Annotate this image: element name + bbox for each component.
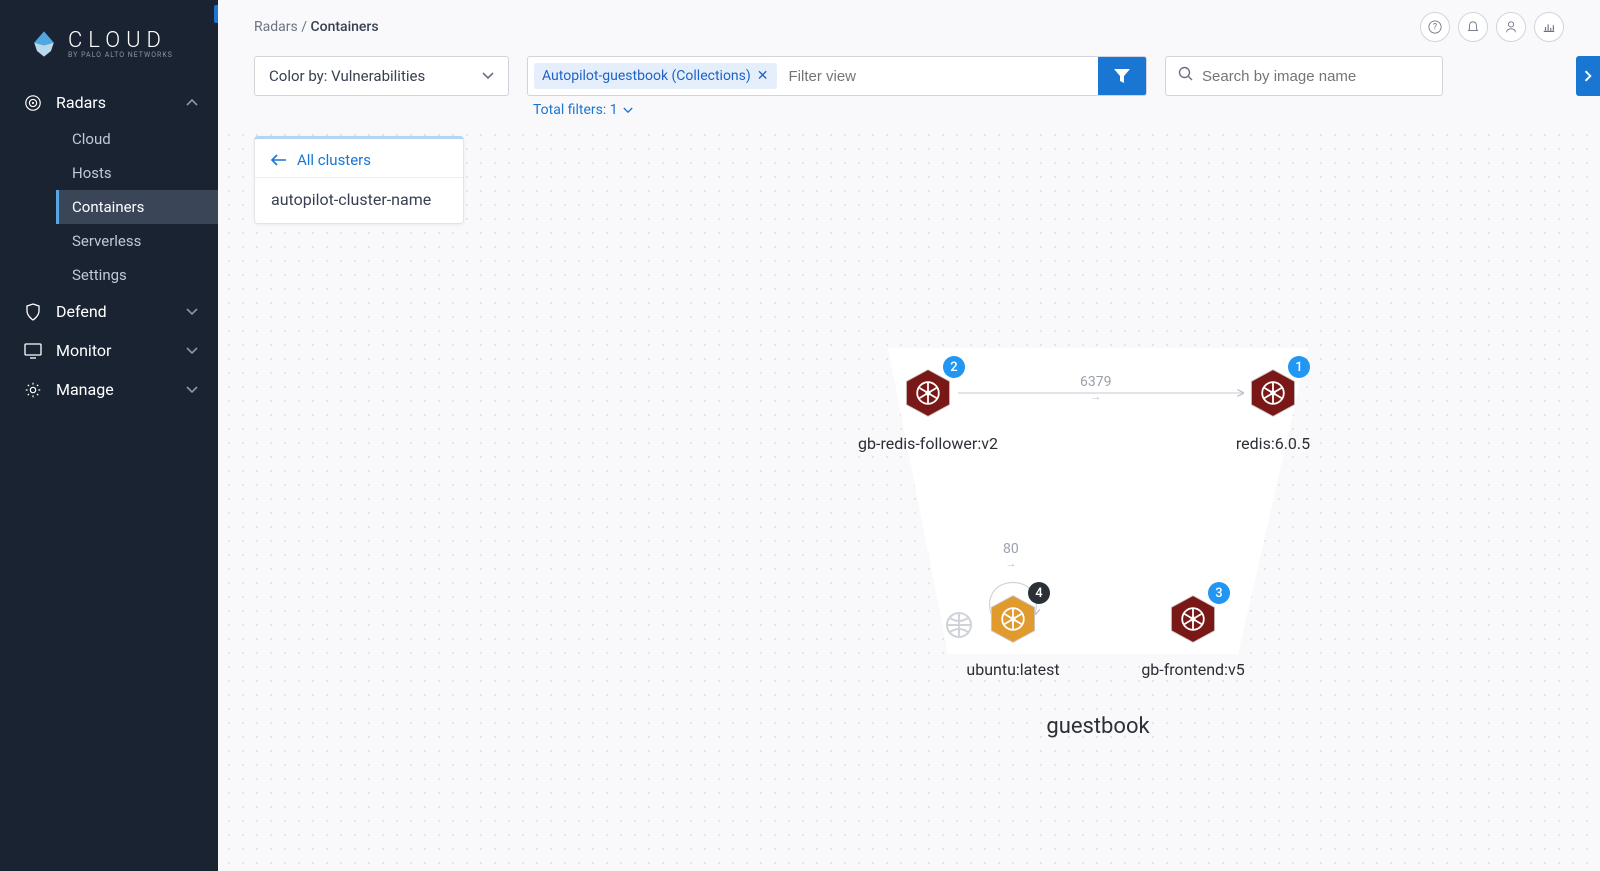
logo-icon [30, 30, 58, 58]
cluster-name[interactable]: autopilot-cluster-name [255, 178, 463, 223]
svg-text:?: ? [1433, 23, 1437, 33]
edge-label: 6379→ [1080, 374, 1111, 403]
filter-bar: Autopilot-guestbook (Collections) ✕ [527, 56, 1147, 96]
toolbar: Color by: Vulnerabilities Autopilot-gues… [218, 42, 1600, 124]
chevron-down-icon [186, 304, 198, 320]
nav-label: Manage [56, 380, 114, 399]
sidebar-item-hosts[interactable]: Hosts [56, 156, 218, 190]
node-badge: 1 [1288, 356, 1310, 378]
monitor-icon [24, 342, 42, 360]
node-label: redis:6.0.5 [1188, 434, 1358, 453]
filter-button[interactable] [1098, 56, 1146, 96]
help-icon[interactable]: ? [1420, 12, 1450, 42]
container-node-ubuntu[interactable]: 4 ubuntu:latest [928, 592, 1098, 679]
nav-monitor[interactable]: Monitor [0, 331, 218, 370]
filter-input[interactable] [781, 68, 1099, 85]
filter-chip[interactable]: Autopilot-guestbook (Collections) ✕ [534, 63, 777, 89]
shield-icon [24, 303, 42, 321]
gear-icon [24, 381, 42, 399]
nav: Radars Cloud Hosts Containers Serverless… [0, 83, 218, 409]
node-badge: 2 [943, 356, 965, 378]
group-label: guestbook [688, 714, 1508, 739]
color-by-value: Vulnerabilities [331, 67, 425, 85]
chip-remove-icon[interactable]: ✕ [757, 68, 769, 84]
sidebar-item-settings[interactable]: Settings [56, 258, 218, 292]
node-badge: 3 [1208, 582, 1230, 604]
search-box[interactable] [1165, 56, 1443, 96]
nav-defend[interactable]: Defend [0, 292, 218, 331]
nav-manage[interactable]: Manage [0, 370, 218, 409]
nav-label: Radars [56, 93, 106, 112]
node-label: gb-frontend:v5 [1108, 660, 1278, 679]
search-icon [1178, 66, 1194, 86]
bc-current: Containers [310, 19, 378, 35]
bc-root[interactable]: Radars [254, 19, 298, 35]
edge-label: 80→ [1003, 541, 1019, 570]
main: Radars / Containers ? Color by: Vulnerab… [218, 0, 1600, 871]
container-node-gb-redis-follower[interactable]: 2 gb-redis-follower:v2 [843, 366, 1013, 453]
node-badge: 4 [1028, 582, 1050, 604]
logo-text: CLOUD [68, 28, 173, 53]
chevron-up-icon [186, 95, 198, 111]
node-label: gb-redis-follower:v2 [843, 434, 1013, 453]
globe-icon [944, 610, 974, 644]
chevron-down-icon [186, 343, 198, 359]
cluster-panel: All clusters autopilot-cluster-name [254, 136, 464, 224]
chevron-down-icon [482, 69, 494, 83]
sidebar: CLOUD BY PALO ALTO NETWORKS Radars Cloud… [0, 0, 218, 871]
topbar: Radars / Containers ? [218, 0, 1600, 42]
all-clusters-link[interactable]: All clusters [255, 139, 463, 178]
sidebar-item-serverless[interactable]: Serverless [56, 224, 218, 258]
container-node-gb-frontend[interactable]: 3 gb-frontend:v5 [1108, 592, 1278, 679]
color-by-prefix: Color by: [269, 67, 327, 85]
sidebar-item-containers[interactable]: Containers [56, 190, 218, 224]
search-input[interactable] [1202, 68, 1430, 85]
filter-count-link[interactable]: Total filters: 1 [533, 102, 1147, 118]
chevron-down-icon [186, 382, 198, 398]
user-icon[interactable] [1496, 12, 1526, 42]
nav-label: Defend [56, 302, 107, 321]
container-node-redis[interactable]: 1 redis:6.0.5 [1188, 366, 1358, 453]
radar-canvas[interactable]: All clusters autopilot-cluster-name [218, 124, 1600, 871]
right-panel-expand[interactable] [1576, 56, 1600, 96]
bell-icon[interactable] [1458, 12, 1488, 42]
arrow-left-icon [271, 154, 287, 166]
logo: CLOUD BY PALO ALTO NETWORKS [0, 0, 218, 83]
filter-chip-label: Autopilot-guestbook (Collections) [542, 68, 751, 84]
sidebar-item-cloud[interactable]: Cloud [56, 122, 218, 156]
chart-icon[interactable] [1534, 12, 1564, 42]
color-by-select[interactable]: Color by: Vulnerabilities [254, 56, 509, 96]
radar-icon [24, 94, 42, 112]
node-label: ubuntu:latest [928, 660, 1098, 679]
breadcrumb: Radars / Containers [254, 19, 379, 35]
logo-tagline: BY PALO ALTO NETWORKS [68, 51, 173, 59]
nav-radars[interactable]: Radars [0, 83, 218, 122]
nav-label: Monitor [56, 341, 111, 360]
container-graph: 2 gb-redis-follower:v2 1 redis:6.0.5 [858, 344, 1338, 704]
